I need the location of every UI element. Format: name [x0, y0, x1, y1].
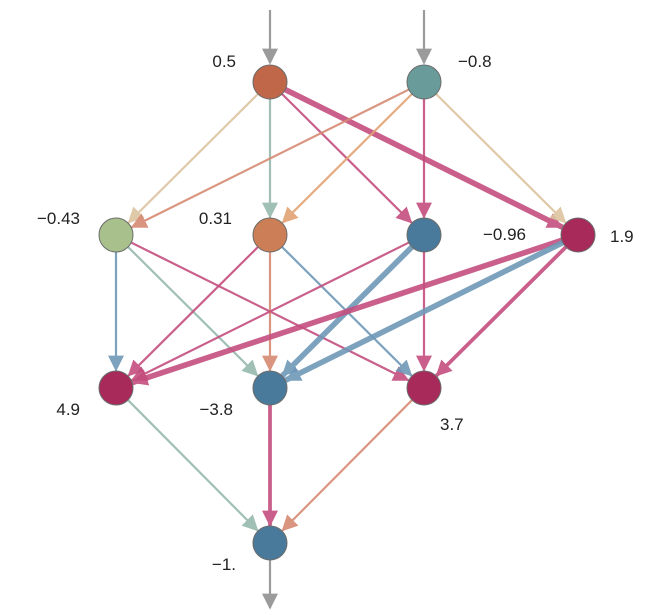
- node-label-h1c: −0.96: [483, 225, 526, 244]
- edge-h1d-to-h2c: [434, 245, 568, 378]
- edge-in2-to-h1b: [281, 92, 414, 224]
- node-label-h1a: −0.43: [37, 209, 80, 228]
- node-label-h1d: 1.9: [610, 227, 634, 246]
- node-label-h2a: 4.9: [56, 400, 80, 419]
- node-label-h1b: 0.31: [199, 209, 232, 228]
- edge-in2-to-h1a: [130, 88, 410, 229]
- edge-in1-to-h1a: [127, 92, 260, 224]
- node-h1a: [98, 217, 134, 253]
- node-label-h2b: −3.8: [199, 400, 233, 419]
- edge-h1d-to-h2b: [283, 239, 566, 383]
- nodes: [98, 64, 596, 561]
- edge-h2c-to-out: [281, 398, 414, 532]
- node-labels: 0.5 −0.8 −0.43 0.31 −0.96 1.9 4.9 −3.8 3.7 −1.: [37, 52, 634, 574]
- edge-h1d-to-h2a: [130, 237, 565, 386]
- edge-h2a-to-out: [126, 398, 259, 532]
- edges: [108, 86, 568, 532]
- edge-in2-to-h1d: [434, 92, 567, 224]
- edge-h1c-to-h2a: [130, 241, 410, 382]
- node-h2a: [98, 370, 134, 406]
- node-label-out: −1.: [212, 555, 236, 574]
- node-h1d: [560, 217, 596, 253]
- node-in1: [252, 64, 288, 100]
- node-h2c: [406, 370, 442, 406]
- edge-h1b-to-h2a: [127, 245, 260, 377]
- node-label-in2: −0.8: [458, 52, 492, 71]
- node-label-in1: 0.5: [212, 52, 236, 71]
- node-out: [252, 525, 288, 561]
- node-h2b: [252, 370, 288, 406]
- node-in2: [406, 64, 442, 100]
- node-h1b: [252, 217, 288, 253]
- node-h1c: [406, 217, 442, 253]
- node-label-h2c: 3.7: [440, 415, 464, 434]
- io-arrows: [262, 10, 432, 610]
